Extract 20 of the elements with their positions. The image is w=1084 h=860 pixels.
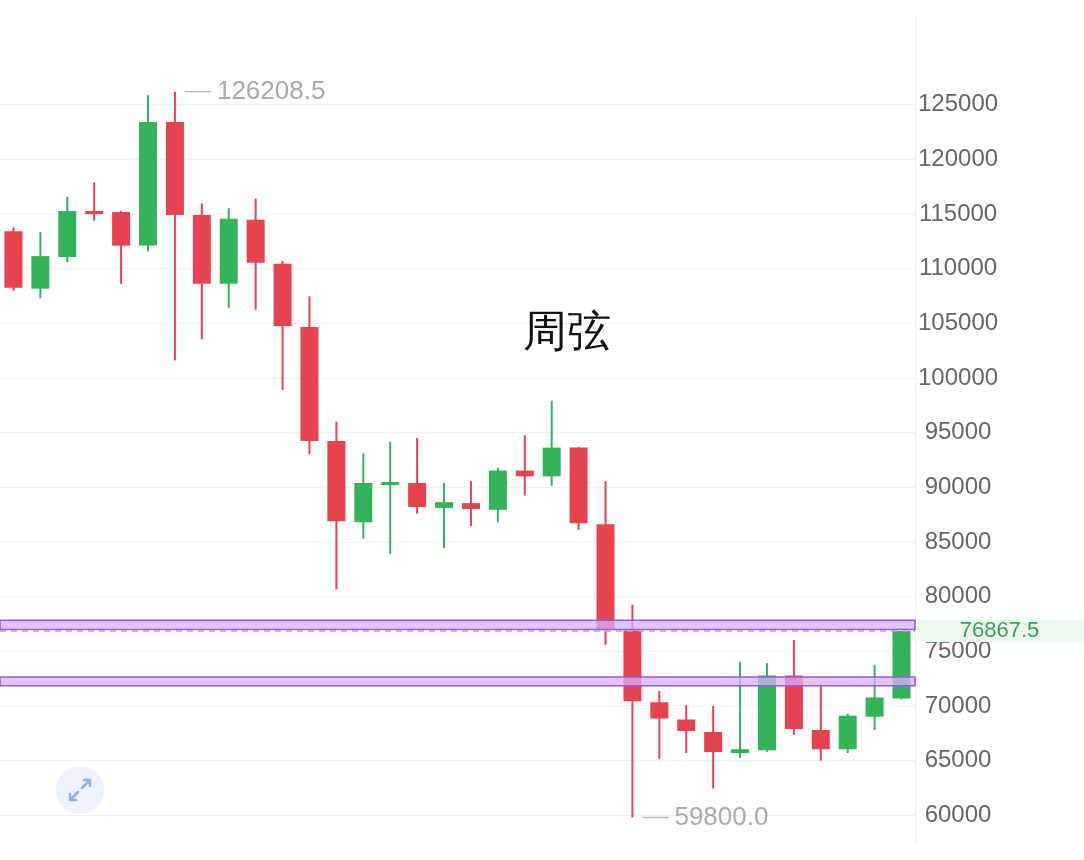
y-tick-label: 115000 xyxy=(918,198,998,226)
ref-line-label: 76867.5 xyxy=(959,616,1040,642)
annotation: 59800.0 xyxy=(674,800,769,831)
y-tick-label: 60000 xyxy=(924,799,992,827)
y-tick-label: 120000 xyxy=(918,144,999,172)
candlestick xyxy=(381,441,400,554)
y-tick-label: 85000 xyxy=(924,526,992,554)
y-tick-label: 125000 xyxy=(918,89,999,117)
candlestick xyxy=(435,483,454,549)
candlestick xyxy=(85,182,104,221)
y-tick-label: 105000 xyxy=(918,308,999,336)
annotation: 周弦 xyxy=(523,304,612,356)
y-tick-label: 65000 xyxy=(924,745,992,773)
annotation: 126208.5 xyxy=(216,74,326,105)
y-tick-label: 70000 xyxy=(924,690,992,718)
y-tick-label: 90000 xyxy=(924,472,992,500)
y-tick-label: 95000 xyxy=(924,417,992,445)
y-tick-label: 110000 xyxy=(918,253,998,281)
y-tick-label: 80000 xyxy=(924,581,992,609)
y-tick-label: 100000 xyxy=(918,362,999,390)
